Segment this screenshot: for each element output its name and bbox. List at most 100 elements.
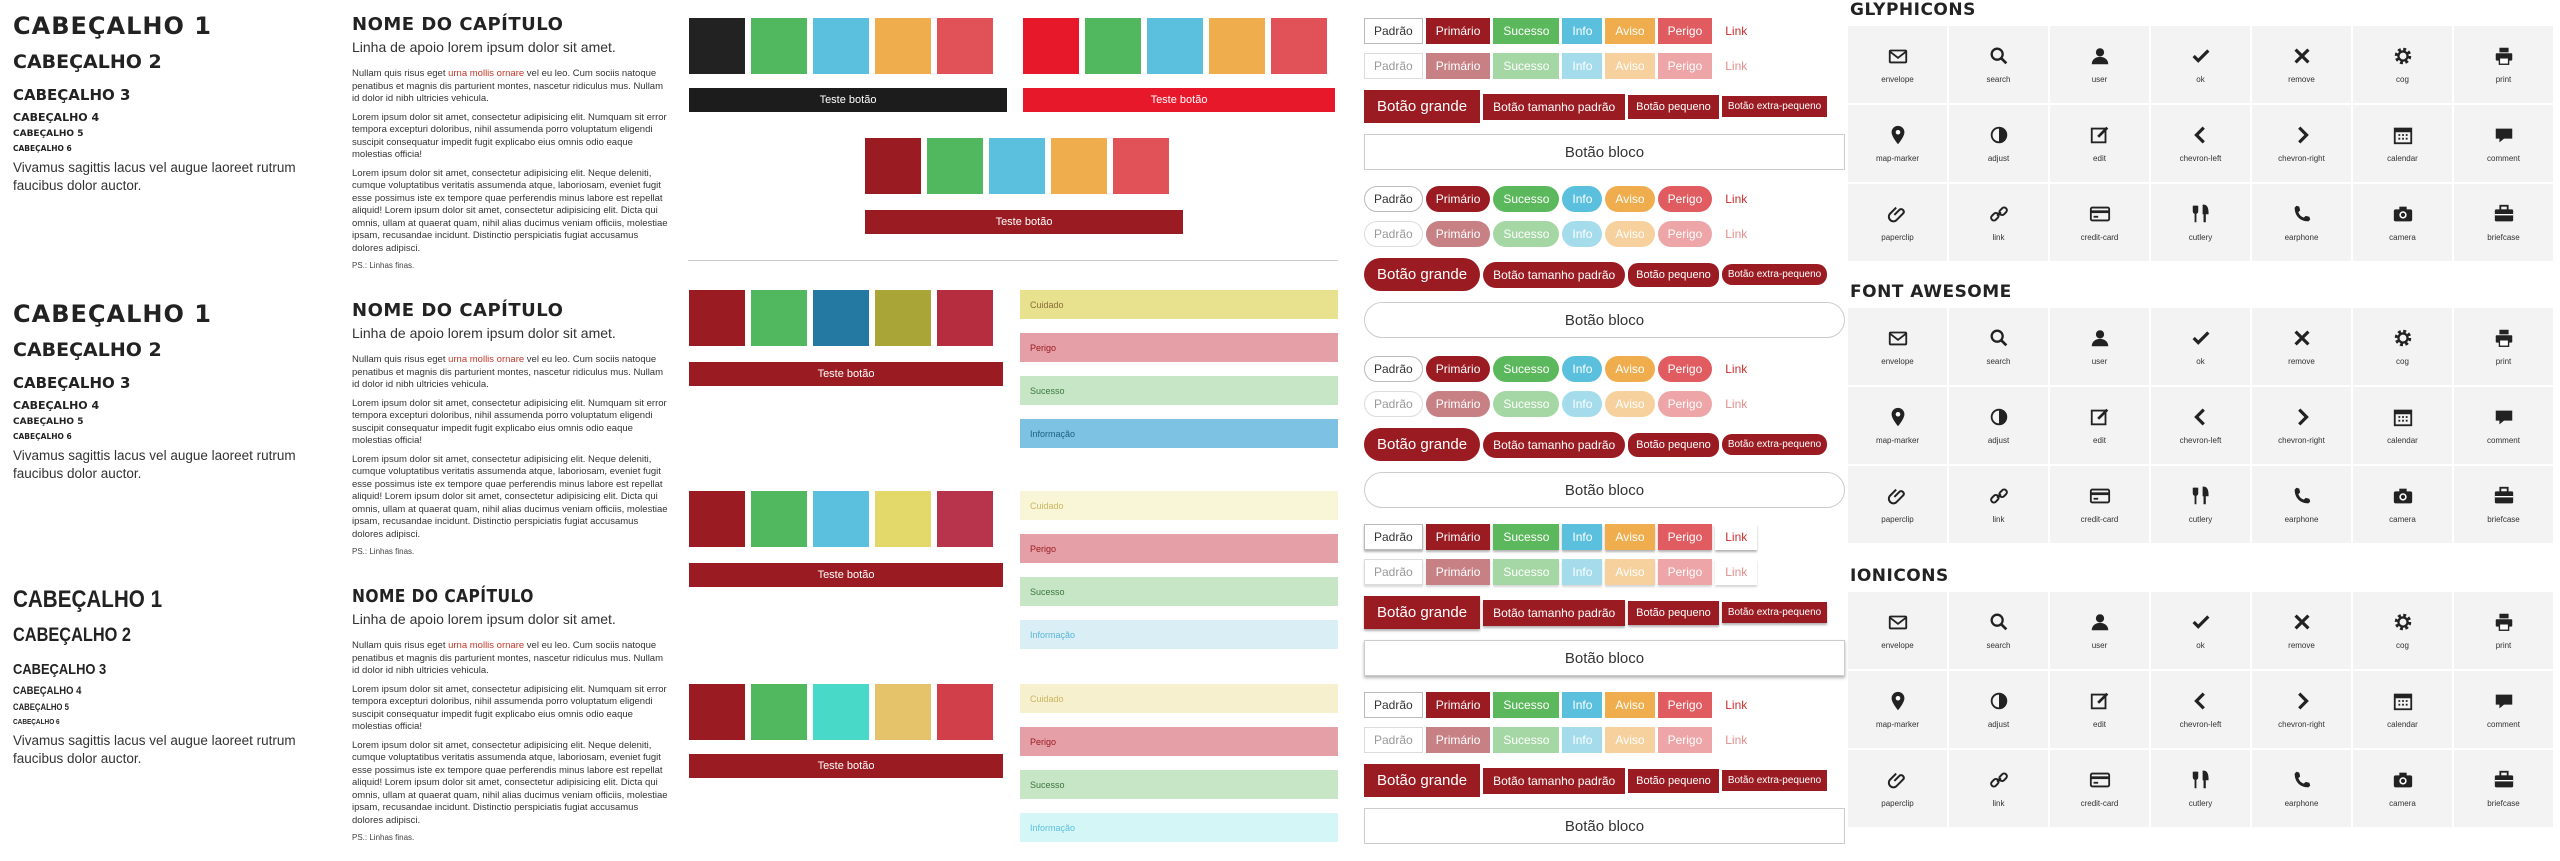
- info-button[interactable]: Info: [1562, 18, 1603, 44]
- test-button-red[interactable]: Teste botão: [1023, 88, 1335, 112]
- sucesso-button[interactable]: Sucesso: [1493, 186, 1560, 212]
- icon-cell-map-marker[interactable]: map-marker: [1848, 105, 1947, 182]
- icon-cell-user[interactable]: user: [2050, 592, 2149, 669]
- padrao-button[interactable]: Padrão: [1364, 186, 1423, 212]
- icon-cell-map-marker[interactable]: map-marker: [1848, 387, 1947, 464]
- icon-cell-briefcase[interactable]: briefcase: [2454, 184, 2553, 261]
- aviso-button[interactable]: Aviso: [1605, 18, 1655, 44]
- sucesso-button[interactable]: Sucesso: [1493, 391, 1560, 417]
- grande-size-button[interactable]: Botão grande: [1364, 596, 1481, 629]
- padrao_tam-size-button[interactable]: Botão tamanho padrão: [1483, 599, 1626, 626]
- icon-cell-credit-card[interactable]: credit-card: [2050, 184, 2149, 261]
- pequeno-size-button[interactable]: Botão pequeno: [1628, 432, 1719, 457]
- info-button[interactable]: Info: [1562, 559, 1603, 585]
- primario-button[interactable]: Primário: [1425, 356, 1491, 382]
- primario-button[interactable]: Primário: [1425, 53, 1491, 79]
- icon-cell-print[interactable]: print: [2454, 592, 2553, 669]
- link-button[interactable]: Link: [1725, 698, 1748, 712]
- link-button[interactable]: Link: [1725, 227, 1748, 241]
- aviso-button[interactable]: Aviso: [1605, 53, 1655, 79]
- icon-cell-edit[interactable]: edit: [2050, 671, 2149, 748]
- padrao_tam-size-button[interactable]: Botão tamanho padrão: [1483, 767, 1626, 794]
- link-button[interactable]: Link: [1725, 733, 1748, 747]
- padrao-button[interactable]: Padrão: [1364, 524, 1423, 550]
- aviso-button[interactable]: Aviso: [1605, 356, 1655, 382]
- inline-link[interactable]: urna mollis ornare: [448, 68, 525, 79]
- icon-cell-earphone[interactable]: earphone: [2252, 184, 2351, 261]
- sucesso-button[interactable]: Sucesso: [1493, 692, 1560, 718]
- test-button-maroon[interactable]: Teste botão: [689, 563, 1003, 587]
- info-button[interactable]: Info: [1562, 53, 1603, 79]
- icon-cell-briefcase[interactable]: briefcase: [2454, 750, 2553, 827]
- padrao-button[interactable]: Padrão: [1364, 391, 1423, 417]
- perigo-button[interactable]: Perigo: [1657, 727, 1713, 753]
- icon-cell-briefcase[interactable]: briefcase: [2454, 466, 2553, 543]
- perigo-button[interactable]: Perigo: [1657, 692, 1713, 718]
- padrao-button[interactable]: Padrão: [1364, 727, 1423, 753]
- icon-cell-camera[interactable]: camera: [2353, 466, 2452, 543]
- perigo-button[interactable]: Perigo: [1657, 186, 1713, 212]
- icon-cell-paperclip[interactable]: paperclip: [1848, 750, 1947, 827]
- primario-button[interactable]: Primário: [1425, 221, 1491, 247]
- pequeno-size-button[interactable]: Botão pequeno: [1628, 94, 1719, 119]
- test-button-maroon[interactable]: Teste botão: [689, 754, 1003, 778]
- icon-cell-calendar[interactable]: calendar: [2353, 387, 2452, 464]
- icon-cell-ok[interactable]: ok: [2151, 26, 2250, 103]
- icon-cell-user[interactable]: user: [2050, 26, 2149, 103]
- link-button[interactable]: Link: [1725, 397, 1748, 411]
- icon-cell-earphone[interactable]: earphone: [2252, 750, 2351, 827]
- sucesso-button[interactable]: Sucesso: [1493, 221, 1560, 247]
- padrao-button[interactable]: Padrão: [1364, 559, 1423, 585]
- info-button[interactable]: Info: [1562, 356, 1603, 382]
- link-button[interactable]: Link: [1715, 524, 1757, 550]
- padrao_tam-size-button[interactable]: Botão tamanho padrão: [1483, 261, 1626, 288]
- padrao-button[interactable]: Padrão: [1364, 356, 1423, 382]
- icon-cell-chevron-right[interactable]: chevron-right: [2252, 671, 2351, 748]
- info-button[interactable]: Info: [1562, 727, 1603, 753]
- icon-cell-camera[interactable]: camera: [2353, 750, 2452, 827]
- icon-cell-link[interactable]: link: [1949, 184, 2048, 261]
- primario-button[interactable]: Primário: [1425, 186, 1491, 212]
- grande-size-button[interactable]: Botão grande: [1364, 428, 1481, 461]
- perigo-button[interactable]: Perigo: [1657, 53, 1713, 79]
- sucesso-button[interactable]: Sucesso: [1493, 524, 1560, 550]
- extra-size-button[interactable]: Botão extra-pequeno: [1721, 770, 1828, 791]
- icon-cell-remove[interactable]: remove: [2252, 26, 2351, 103]
- padrao-button[interactable]: Padrão: [1364, 692, 1423, 718]
- icon-cell-search[interactable]: search: [1949, 26, 2048, 103]
- padrao-button[interactable]: Padrão: [1364, 18, 1423, 44]
- info-button[interactable]: Info: [1562, 391, 1603, 417]
- icon-cell-cutlery[interactable]: cutlery: [2151, 750, 2250, 827]
- aviso-button[interactable]: Aviso: [1605, 559, 1655, 585]
- icon-cell-credit-card[interactable]: credit-card: [2050, 466, 2149, 543]
- padrao-button[interactable]: Padrão: [1364, 53, 1423, 79]
- icon-cell-edit[interactable]: edit: [2050, 387, 2149, 464]
- aviso-button[interactable]: Aviso: [1605, 391, 1655, 417]
- primario-button[interactable]: Primário: [1425, 524, 1491, 550]
- icon-cell-cutlery[interactable]: cutlery: [2151, 466, 2250, 543]
- icon-cell-remove[interactable]: remove: [2252, 592, 2351, 669]
- info-button[interactable]: Info: [1562, 692, 1603, 718]
- icon-cell-earphone[interactable]: earphone: [2252, 466, 2351, 543]
- info-button[interactable]: Info: [1562, 524, 1603, 550]
- primario-button[interactable]: Primário: [1425, 18, 1491, 44]
- icon-cell-comment[interactable]: comment: [2454, 105, 2553, 182]
- icon-cell-ok[interactable]: ok: [2151, 592, 2250, 669]
- perigo-button[interactable]: Perigo: [1657, 391, 1713, 417]
- inline-link[interactable]: urna mollis ornare: [448, 354, 525, 365]
- icon-cell-paperclip[interactable]: paperclip: [1848, 184, 1947, 261]
- icon-cell-ok[interactable]: ok: [2151, 308, 2250, 385]
- perigo-button[interactable]: Perigo: [1657, 524, 1713, 550]
- primario-button[interactable]: Primário: [1425, 727, 1491, 753]
- icon-cell-chevron-left[interactable]: chevron-left: [2151, 105, 2250, 182]
- sucesso-button[interactable]: Sucesso: [1493, 356, 1560, 382]
- icon-cell-adjust[interactable]: adjust: [1949, 387, 2048, 464]
- icon-cell-comment[interactable]: comment: [2454, 387, 2553, 464]
- block-button[interactable]: Botão bloco: [1364, 808, 1845, 844]
- padrao-button[interactable]: Padrão: [1364, 221, 1423, 247]
- primario-button[interactable]: Primário: [1425, 559, 1491, 585]
- icon-cell-link[interactable]: link: [1949, 466, 2048, 543]
- sucesso-button[interactable]: Sucesso: [1493, 559, 1560, 585]
- icon-cell-paperclip[interactable]: paperclip: [1848, 466, 1947, 543]
- link-button[interactable]: Link: [1725, 192, 1748, 206]
